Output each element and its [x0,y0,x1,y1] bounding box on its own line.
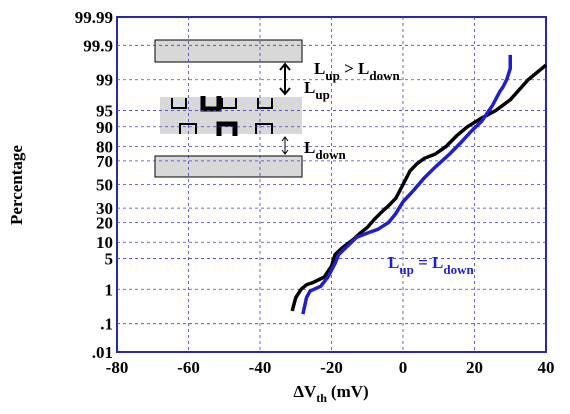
y-tick-label: 1 [105,280,114,299]
x-title-sub: th [316,391,327,405]
y-tick-label: 95 [96,101,113,120]
data-line [290,63,548,312]
y-tick-label: .01 [92,343,113,362]
x-tick-label: -80 [106,358,129,377]
y-tick-label: 5 [105,250,114,269]
annotation: Lup = Ldown [388,253,474,277]
annotation-sub: down [443,262,474,277]
annotation-text: = [414,253,432,272]
y-tick-label: 50 [96,176,113,195]
data-line [301,54,512,315]
annotation-text: > [340,59,358,78]
x-tick-label: -40 [249,358,272,377]
y-tick-label: 99.99 [75,8,113,27]
x-tick-label: -60 [177,358,200,377]
x-title-main: ΔV [293,382,317,401]
annotation-text: L [358,59,369,78]
inset-diagram [154,39,303,178]
annotation-sub: down [369,68,400,83]
x-axis-title: ΔVth (mV) [293,382,368,405]
y-tick-label: 80 [96,138,113,157]
y-tick-label: 99.9 [83,36,113,55]
annotation-sub: up [325,68,339,83]
y-tick-label: 10 [96,233,113,252]
y-tick-label: .1 [100,315,113,334]
annotation-text: L [314,59,325,78]
x-title-unit: (mV) [331,382,369,401]
x-tick-label: 40 [538,358,555,377]
annotation-sub: up [399,262,413,277]
annotation-sub: up [315,87,329,102]
annotation: Ldown [304,138,346,162]
y-tick-label: 30 [96,199,113,218]
annotation: Lup [304,78,330,102]
annotation-text: L [432,253,443,272]
y-tick-label: 99 [96,71,113,90]
x-tick-label: 20 [466,358,483,377]
x-tick-label: 0 [399,358,408,377]
annotation-text: L [304,78,315,97]
annotation-sub: down [315,147,346,162]
y-tick-label: 70 [96,152,113,171]
y-tick-label: 90 [96,118,113,137]
annotation-text: L [388,253,399,272]
annotation: Lup > Ldown [314,59,400,83]
y-tick-label: 20 [96,213,113,232]
annotation-text: L [304,138,315,157]
y-axis-title: Percentage [7,145,26,225]
x-tick-label: -20 [320,358,343,377]
